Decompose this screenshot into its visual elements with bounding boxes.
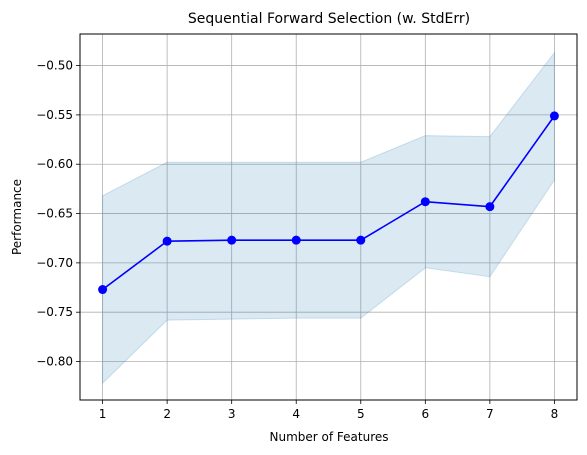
x-tick-label: 8 [551,407,559,421]
data-point [420,197,430,207]
y-tick-label: −0.80 [36,355,73,369]
x-tick-label: 6 [421,407,429,421]
chart-title: Sequential Forward Selection (w. StdErr) [188,11,470,27]
data-point [227,235,237,245]
data-point [356,235,366,245]
y-tick-label: −0.70 [36,256,73,270]
y-ticks: −0.80 −0.75 −0.70 −0.65 −0.60 −0.55 −0.50 [36,59,80,369]
y-axis-label: Performance [10,179,24,255]
stderr-band [102,51,555,385]
y-tick-label: −0.55 [36,108,73,122]
x-axis-label: Number of Features [270,430,389,444]
y-tick-label: −0.65 [36,207,73,221]
data-point [98,285,108,295]
data-point [162,236,172,246]
series-group [98,111,559,295]
y-tick-label: −0.50 [36,59,73,73]
plot-frame [79,33,578,401]
stderr-band-group [102,51,555,385]
data-point [291,235,301,245]
x-tick-label: 4 [292,407,300,421]
x-ticks: 1 2 3 4 5 6 7 8 [99,400,558,421]
data-point [485,202,495,212]
x-tick-label: 7 [486,407,494,421]
grid [80,34,577,400]
x-tick-label: 3 [228,407,236,421]
y-tick-label: −0.60 [36,157,73,171]
x-tick-label: 5 [357,407,365,421]
x-tick-label: 2 [163,407,171,421]
x-tick-label: 1 [99,407,107,421]
y-tick-label: −0.75 [36,305,73,319]
data-point [549,111,559,121]
series-line [102,115,556,291]
